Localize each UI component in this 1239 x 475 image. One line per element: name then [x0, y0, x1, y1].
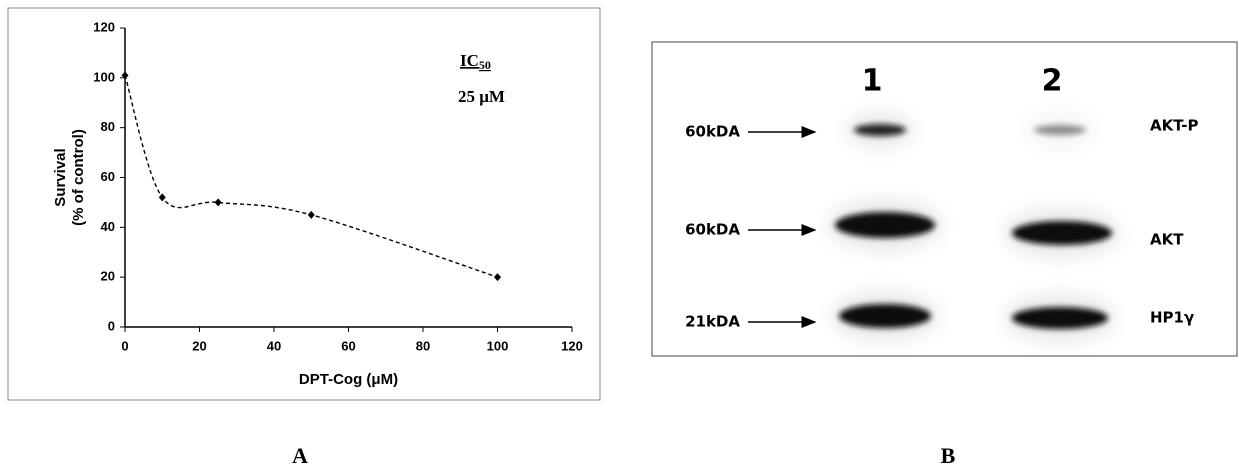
marker-label: 60kDA [685, 221, 740, 239]
blot-band [1012, 221, 1112, 245]
panel-label: B [941, 443, 956, 468]
x-axis-label: DPT-Cog (μM) [299, 371, 398, 388]
y-tick-label: 120 [93, 19, 115, 34]
blot-band [1012, 307, 1108, 329]
annotation-subscript: 50 [479, 58, 491, 72]
y-axis-label: (% of control) [70, 129, 87, 226]
x-tick-label: 60 [341, 338, 355, 353]
y-axis-label: Survival [52, 148, 69, 206]
y-tick-label: 40 [101, 219, 115, 234]
y-tick-label: 20 [101, 269, 115, 284]
blot-band [854, 124, 906, 136]
x-tick-label: 100 [487, 338, 509, 353]
marker-label: 21kDA [685, 313, 740, 331]
marker-label: 60kDA [685, 123, 740, 141]
blot-band [835, 212, 935, 238]
data-point [159, 193, 166, 201]
y-tick-label: 60 [101, 169, 115, 184]
data-point [494, 273, 501, 281]
x-tick-label: 80 [416, 338, 430, 353]
annotation-text: IC [460, 51, 479, 70]
protein-label: HP1γ [1150, 309, 1194, 327]
x-tick-label: 0 [121, 338, 128, 353]
data-point [215, 198, 222, 206]
y-tick-label: 80 [101, 119, 115, 134]
x-tick-label: 120 [561, 338, 583, 353]
panel-a-frame [8, 8, 600, 400]
annotation: IC50 [460, 51, 491, 72]
blot-band [1034, 125, 1086, 135]
lane-label: 2 [1042, 64, 1063, 99]
data-point [308, 211, 315, 219]
protein-label: AKT-P [1150, 117, 1198, 135]
figure: 0 20 40 60 80 100 120 0 20 40 60 80 100 120 DPT-Cog (μ… [0, 0, 1239, 470]
lane-label: 1 [862, 64, 883, 99]
blot-band [839, 304, 931, 328]
x-tick-label: 40 [267, 338, 281, 353]
y-tick-label: 0 [108, 318, 115, 333]
x-tick-label: 20 [192, 338, 206, 353]
series-line [125, 75, 498, 277]
y-tick-label: 100 [93, 69, 115, 84]
protein-label: AKT [1150, 231, 1184, 249]
annotation-value: 25 μM [458, 87, 505, 106]
panel-label: A [292, 443, 308, 468]
